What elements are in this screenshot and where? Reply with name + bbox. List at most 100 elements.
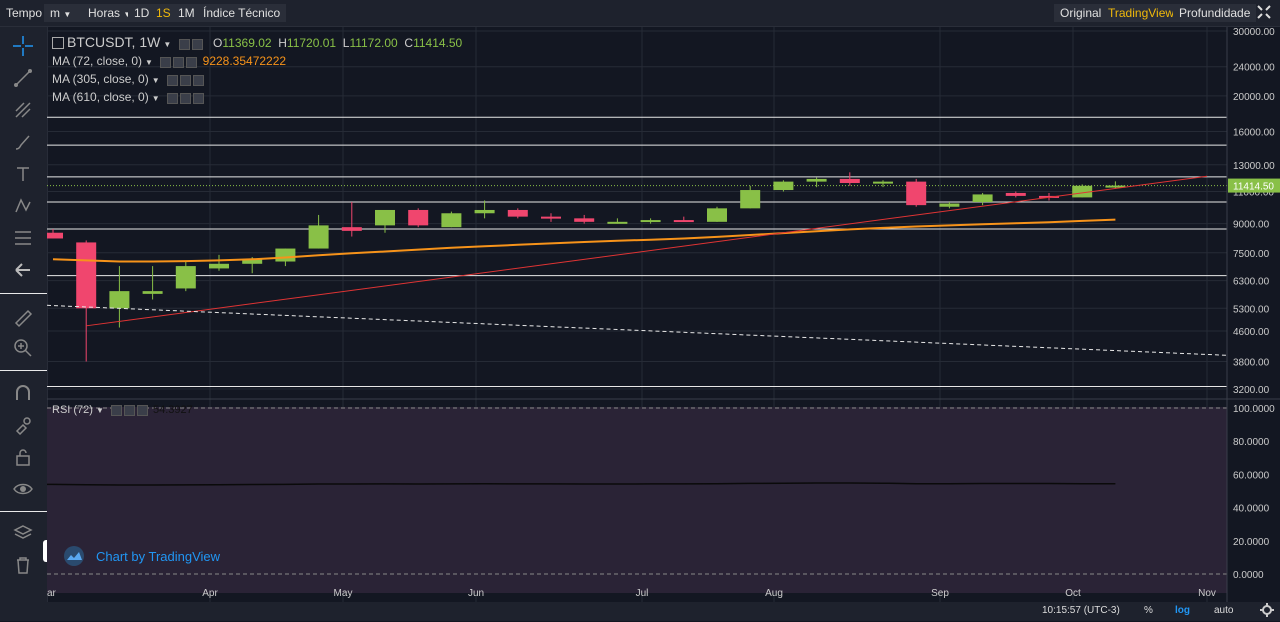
axes: 30000.00 24000.00 20000.00 16000.00 13000.00… — [47, 27, 1280, 602]
lock-drawing-icon[interactable] — [12, 414, 34, 436]
indicators-button[interactable]: Índice Técnico — [197, 4, 287, 22]
ma305-settings-icons[interactable] — [166, 73, 206, 87]
candle-body — [47, 232, 63, 239]
pitchfork-icon[interactable] — [12, 99, 34, 121]
ma610-label[interactable]: MA (610, close, 0) — [52, 90, 149, 104]
last-price-label: 11414.50 — [1233, 182, 1274, 193]
candle-body — [607, 221, 628, 224]
rsi-tick-label: 100.0000 — [1233, 404, 1275, 415]
depth-view-button[interactable]: Profundidade — [1173, 4, 1257, 22]
price-tick-label: 5300.00 — [1233, 304, 1270, 315]
trend-lines — [47, 175, 1228, 356]
fibonacci-icon[interactable] — [12, 227, 34, 249]
hours-select[interactable]: Horas ▼ — [82, 4, 138, 22]
brush-icon[interactable] — [12, 131, 34, 153]
fullscreen-icon[interactable] — [1256, 4, 1274, 22]
percent-scale-button[interactable]: % — [1144, 605, 1153, 616]
trend-line-icon[interactable] — [12, 67, 34, 89]
chevron-down-icon[interactable]: ▼ — [95, 406, 104, 415]
rsi-tick-label: 60.0000 — [1233, 470, 1270, 481]
rsi-pane-background — [47, 407, 1227, 593]
price-tick-label: 20000.00 — [1233, 92, 1275, 103]
ma305-label[interactable]: MA (305, close, 0) — [52, 72, 149, 86]
horizontal-levels — [47, 116, 1227, 388]
candle — [574, 214, 595, 224]
price-tick-label: 24000.00 — [1233, 63, 1275, 74]
rsi-label[interactable]: RSI (72) — [52, 404, 93, 416]
candlestick-series — [47, 172, 1126, 362]
candle — [972, 192, 993, 206]
candle-body — [640, 220, 661, 223]
ma305-legend: MA (305, close, 0) ▼ — [52, 72, 206, 87]
time-tick-label: Aug — [765, 588, 783, 599]
candle-body — [707, 208, 727, 222]
drawing-toolbar — [0, 27, 51, 621]
ma72-series — [52, 218, 1116, 263]
candle-body — [574, 218, 595, 222]
tempo-label: Tempo — [6, 6, 43, 20]
tradingview-watermark[interactable]: Chart by TradingView — [62, 546, 220, 566]
candle — [341, 202, 362, 237]
candle-body — [76, 242, 97, 309]
pattern-icon[interactable] — [12, 195, 34, 217]
lock-icon[interactable] — [12, 446, 34, 468]
candle-body — [773, 181, 794, 191]
chevron-down-icon[interactable]: ▼ — [151, 76, 160, 85]
high-value: 11720.01 — [286, 36, 337, 50]
rising-trend-line — [86, 175, 1208, 327]
toolbar-divider — [0, 370, 47, 371]
arrow-left-icon[interactable] — [12, 259, 34, 281]
candle — [607, 218, 628, 224]
crosshair-icon[interactable] — [12, 35, 34, 57]
candle-body — [375, 209, 395, 226]
layers-icon[interactable] — [12, 522, 34, 544]
original-view-button[interactable]: Original — [1054, 4, 1108, 22]
candle-body — [740, 190, 761, 209]
candle — [308, 214, 329, 249]
candle — [1105, 181, 1126, 190]
trash-icon[interactable] — [12, 554, 34, 576]
ruler-icon[interactable] — [12, 307, 34, 329]
zoom-icon[interactable] — [12, 337, 34, 359]
interval-1d-button[interactable]: 1D — [128, 4, 156, 22]
ma72-settings-icons[interactable] — [160, 55, 199, 69]
tradingview-logo-icon — [64, 546, 84, 566]
candle-body — [109, 291, 130, 309]
ma72-label[interactable]: MA (72, close, 0) — [52, 54, 143, 68]
rsi-settings-icons[interactable] — [110, 404, 150, 416]
candle-body — [308, 225, 329, 249]
time-tick-label: Apr — [202, 588, 218, 599]
log-scale-button[interactable]: log — [1175, 605, 1190, 616]
text-icon[interactable] — [12, 163, 34, 185]
interval-1m-button[interactable]: 1M — [172, 4, 201, 22]
candle-body — [507, 209, 528, 217]
chevron-down-icon[interactable]: ▼ — [145, 58, 153, 67]
candle-body — [972, 194, 993, 203]
eye-icon[interactable] — [12, 478, 34, 500]
magnet-icon[interactable] — [12, 382, 34, 404]
collapse-box-icon[interactable] — [52, 37, 64, 50]
auto-scale-button[interactable]: auto — [1214, 605, 1234, 616]
candle — [1005, 191, 1026, 198]
rsi-tick-label: 80.0000 — [1233, 437, 1270, 448]
time-tick-label: Jul — [636, 588, 649, 599]
chevron-down-icon[interactable]: ▼ — [151, 94, 160, 103]
chart-canvas[interactable]: 30000.00 24000.00 20000.00 16000.00 13000.00… — [47, 27, 1280, 621]
interval-1w-button[interactable]: 1S — [150, 4, 177, 22]
settings-gear-icon[interactable] — [1260, 603, 1274, 622]
candle-body — [142, 291, 163, 294]
candle-body — [1105, 185, 1126, 188]
candle — [142, 266, 163, 300]
candle-body — [242, 259, 263, 264]
minutes-select[interactable]: m ▼ — [44, 4, 84, 22]
tradingview-view-button[interactable]: TradingView — [1102, 4, 1181, 22]
candle-body — [275, 248, 296, 262]
hours-select-label: Horas — [88, 6, 121, 20]
time-tick-label: May — [334, 588, 353, 599]
price-tick-label: 3800.00 — [1233, 358, 1270, 369]
chevron-down-icon[interactable]: ▼ — [163, 40, 172, 49]
candle-body — [906, 181, 927, 206]
ma610-settings-icons[interactable] — [166, 91, 206, 105]
symbol-label[interactable]: BTCUSDT, 1W — [67, 34, 161, 50]
series-settings-icons[interactable] — [179, 35, 205, 51]
